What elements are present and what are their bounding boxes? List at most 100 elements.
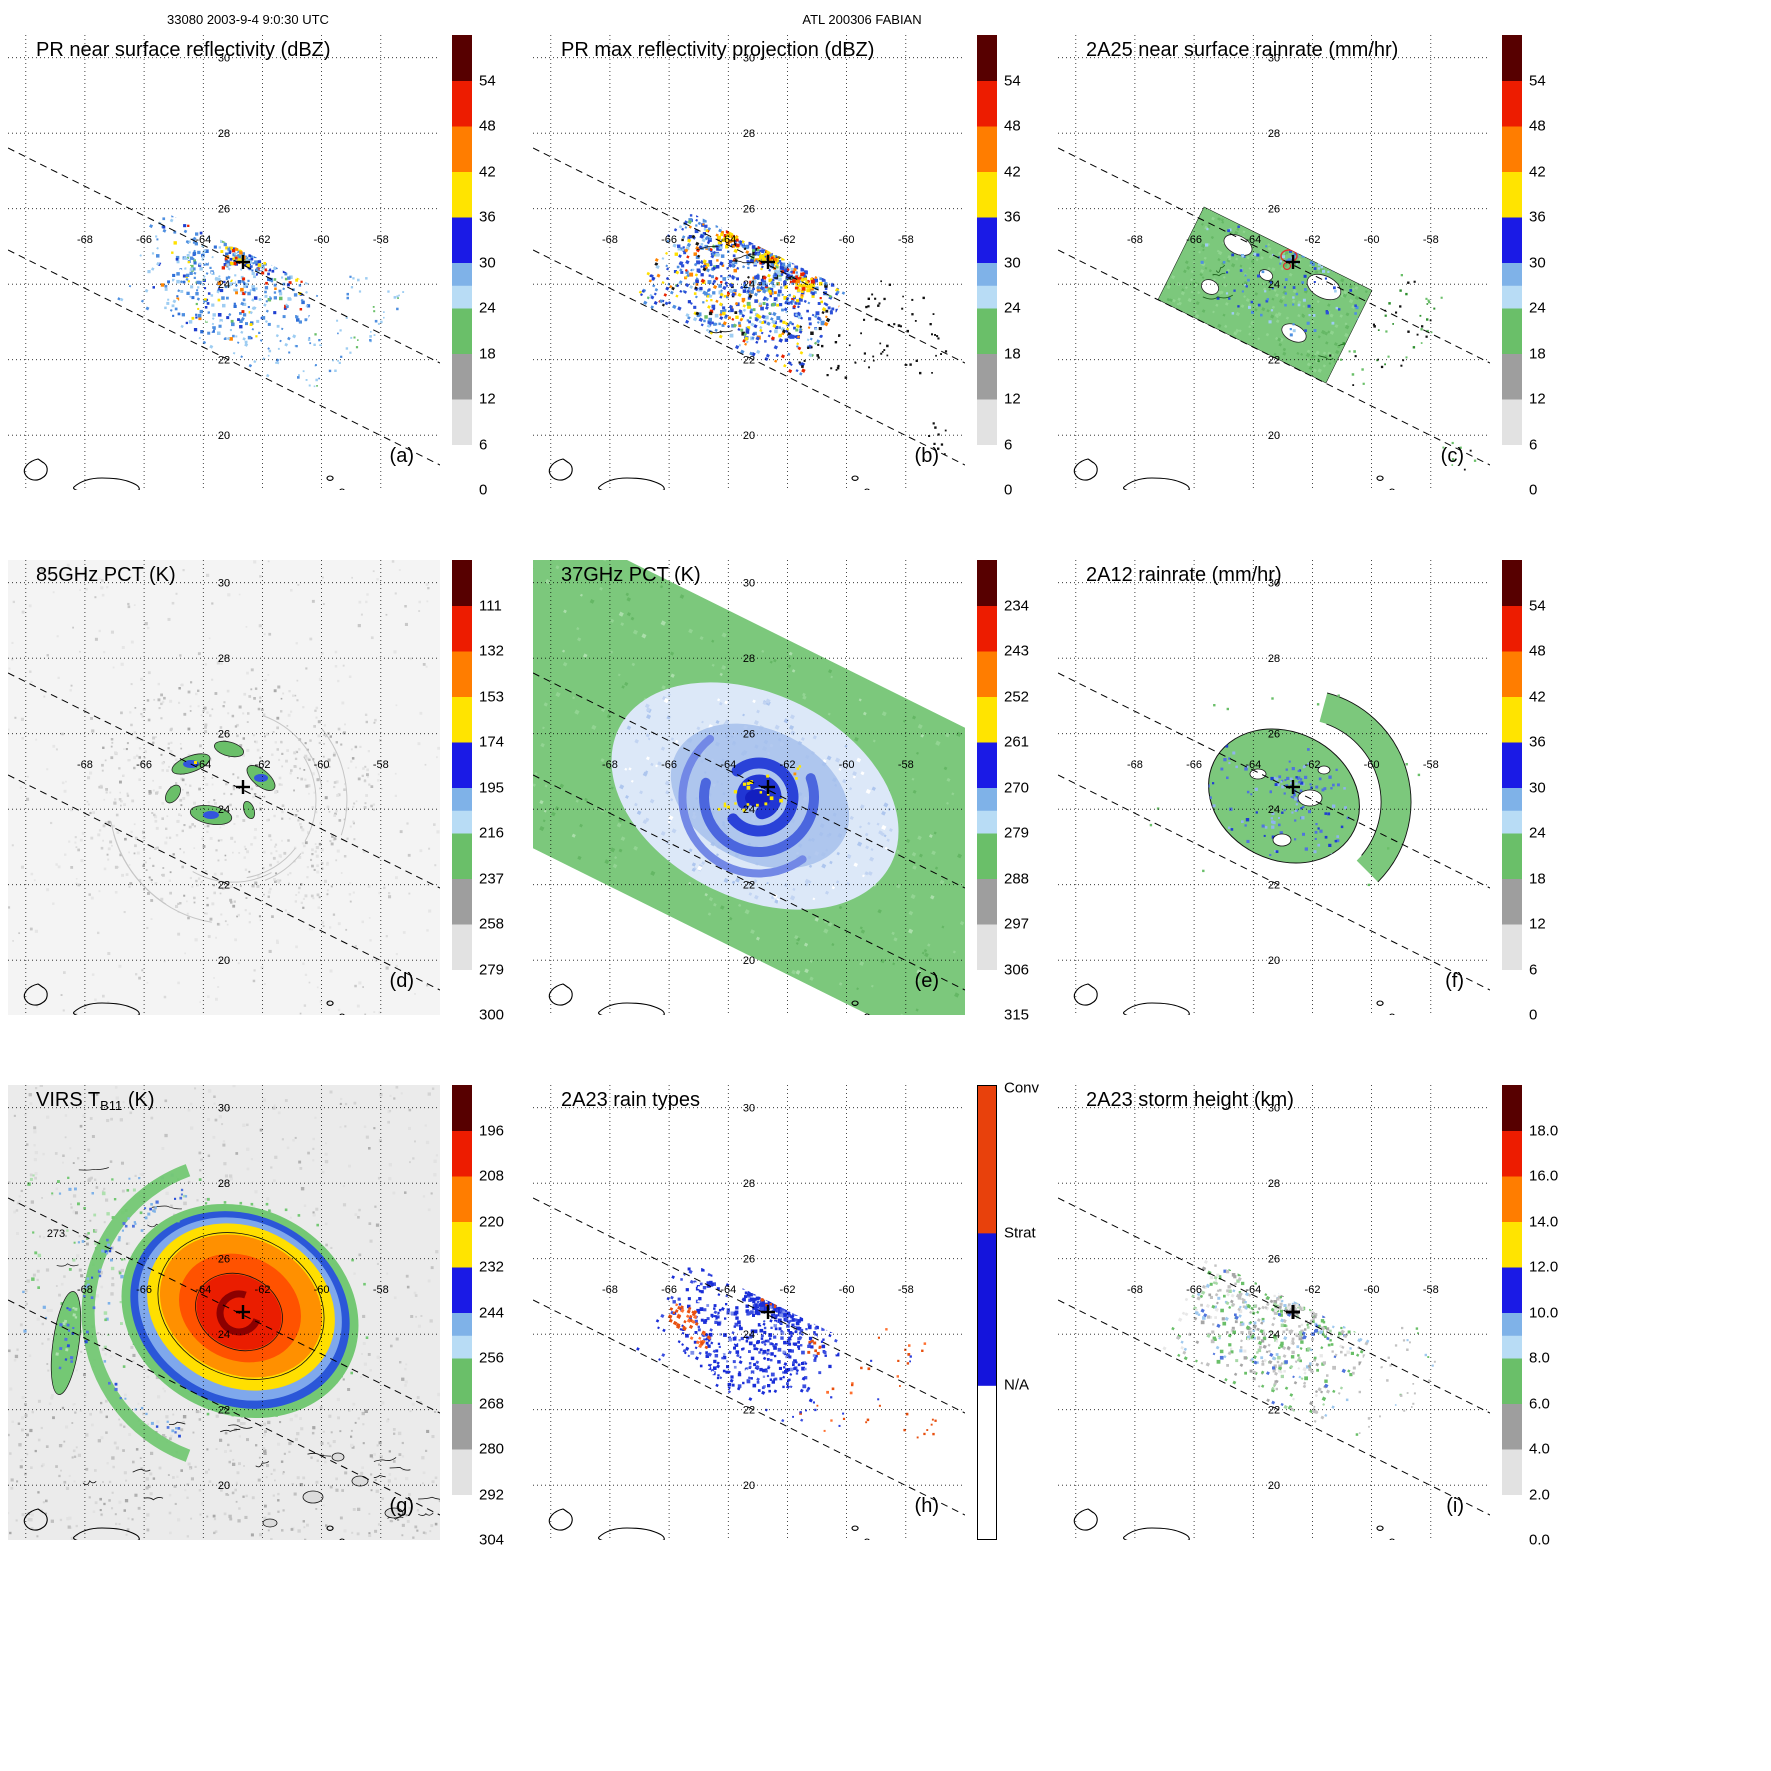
panel-title: 37GHz PCT (K) [561, 564, 701, 588]
colorbar-ticks-g: 304 292 280 268 256 244 232 220 208 196 [479, 1085, 539, 1549]
colorbar-tick-label: 36 [1529, 208, 1546, 226]
map-wrap: -68 -66 -64 -62 -60 -58 30 28 26 24 22 20 85GHz PCT… [8, 560, 440, 1015]
map-g: -68 -66 -64 -62 -60 -58 30 28 26 24 22 20 273 [8, 1085, 440, 1540]
lon-label: -58 [1423, 234, 1439, 246]
colorbar-tick-label: 36 [1004, 208, 1021, 226]
lat-lon-gridlines [1058, 35, 1490, 490]
map-e: -68 -66 -64 -62 -60 -58 30 28 26 24 22 20 [533, 560, 965, 1015]
data-layer-d [8, 560, 440, 1015]
lat-label: 22 [743, 880, 755, 892]
lat-lon-gridlines [533, 35, 965, 490]
lon-label: -64 [195, 234, 211, 246]
colorbar-ticks-a: 0 6 12 18 24 30 36 42 48 54 [479, 35, 539, 499]
map-d: -68 -66 -64 -62 -60 -58 30 28 26 24 22 20 [8, 560, 440, 1015]
colorbar-tick-label: 24 [1529, 299, 1546, 317]
panel-h: -68 -66 -64 -62 -60 -58 30 28 26 24 22 20 2A23 rain… [531, 1080, 1056, 1608]
swath-edge-lines [8, 672, 440, 991]
colorbar-tick-label: 300 [479, 1006, 505, 1024]
lat-label: 26 [743, 204, 755, 216]
lat-label: 24 [1268, 279, 1280, 291]
lon-label: -68 [1127, 1284, 1143, 1296]
lat-label: 22 [1268, 355, 1280, 367]
swath-edge-lines [533, 147, 965, 466]
colorbar-b [977, 35, 997, 490]
panel-letter-d: (d) [389, 970, 414, 992]
map-wrap: -68 -66 -64 -62 -60 -58 30 28 26 24 22 20 2A23 rain… [533, 1085, 965, 1540]
lat-label: 22 [218, 1405, 230, 1417]
coastlines [23, 458, 345, 490]
colorbar-tick-label: 12 [1004, 390, 1021, 408]
colorbar-tick-label: 42 [1004, 163, 1021, 180]
data-layer-g [8, 1085, 440, 1540]
lat-label: 26 [743, 729, 755, 741]
lat-lon-gridlines [533, 1085, 965, 1540]
colorbar-tick-label: 292 [479, 1486, 505, 1503]
panel-title-text: 2A23 rain types [561, 1089, 700, 1111]
lat-lon-gridlines [8, 1085, 440, 1540]
lon-label: -68 [602, 1284, 618, 1296]
lat-label: 28 [743, 128, 755, 140]
lat-label: 28 [218, 128, 230, 140]
colorbar-tick-label: 48 [1529, 642, 1546, 660]
lon-label: -62 [1305, 759, 1321, 771]
colorbar-tick-label: 30 [1529, 779, 1546, 796]
lon-label: -68 [602, 759, 618, 771]
lat-label: 20 [743, 430, 755, 442]
storm-center-marker [761, 780, 775, 794]
lat-label: 24 [743, 279, 755, 291]
lon-label: -64 [720, 1284, 736, 1296]
lon-label: -64 [195, 1284, 211, 1296]
lat-label: 22 [743, 1405, 755, 1417]
lon-label: -66 [136, 759, 152, 771]
panel-title-text: VIRS T [36, 1089, 101, 1111]
storm-center-marker [1286, 780, 1300, 794]
colorbar-tick-label: 54 [1529, 72, 1546, 89]
lon-label: -62 [255, 1284, 271, 1296]
colorbar-tick-label: 174 [479, 733, 505, 751]
panel-title: 2A25 near surface rainrate (mm/hr) [1086, 39, 1398, 63]
coastlines [548, 458, 870, 490]
lat-label: 22 [1268, 1405, 1280, 1417]
lat-label: 30 [743, 1103, 755, 1115]
colorbar-tick-label: 279 [479, 961, 505, 978]
panel-title-text: 85GHz PCT (K) [36, 564, 176, 586]
panel-title: VIRS TB11 (K) [36, 1089, 154, 1113]
panel-letter-c: (c) [1440, 445, 1464, 467]
colorbar-tick-label: 30 [479, 254, 496, 271]
colorbar-tick-label: 280 [479, 1440, 505, 1458]
lat-label: 22 [743, 355, 755, 367]
lon-label: -60 [1364, 759, 1380, 771]
colorbar-h [977, 1085, 997, 1540]
header-storm-id: ATL 200306 FABIAN [802, 12, 922, 27]
lat-label: 28 [1268, 653, 1280, 665]
colorbar-tick-label: 315 [1004, 1006, 1030, 1024]
colorbar-tick-label: 216 [479, 824, 505, 842]
map-c: -68 -66 -64 -62 -60 -58 30 28 26 24 22 20 [1058, 35, 1490, 490]
colorbar-tick-label: 48 [1004, 117, 1021, 135]
lat-lon-gridlines [533, 560, 965, 1015]
panel-a: -68 -66 -64 -62 -60 -58 30 28 26 24 22 20 PR near s… [6, 33, 531, 558]
lon-label: -58 [898, 1284, 914, 1296]
colorbar-tick-label: 18.0 [1529, 1122, 1559, 1139]
lat-label: 20 [743, 955, 755, 967]
lon-label: -62 [780, 1284, 796, 1296]
colorbar-tick-label: 196 [479, 1122, 505, 1139]
lon-label: -60 [839, 1284, 855, 1296]
storm-center-marker [761, 255, 775, 269]
colorbar-tick-label: 288 [1004, 870, 1030, 887]
colorbar-tick-label: Strat [1004, 1224, 1036, 1242]
colorbar-tick-label: 30 [1529, 254, 1546, 271]
panel-title-text: 2A25 near surface rainrate (mm/hr) [1086, 39, 1399, 61]
swath-edge-lines [8, 1197, 440, 1516]
header-orbit-time: 33080 2003-9-4 9:0:30 UTC [167, 12, 329, 27]
lon-label: -62 [1305, 1284, 1321, 1296]
panel-title-text: 37GHz PCT (K) [561, 564, 701, 586]
colorbar-wrap: 0 6 12 18 24 30 36 42 48 54 [977, 35, 1053, 499]
lat-label: 26 [218, 1254, 230, 1266]
lat-lon-gridlines [8, 560, 440, 1015]
lon-label: -58 [1423, 1284, 1439, 1296]
lon-label: -60 [314, 234, 330, 246]
colorbar-tick-label: 220 [479, 1213, 505, 1230]
colorbar-wrap: 0 6 12 18 24 30 36 42 48 54 [1502, 35, 1578, 499]
